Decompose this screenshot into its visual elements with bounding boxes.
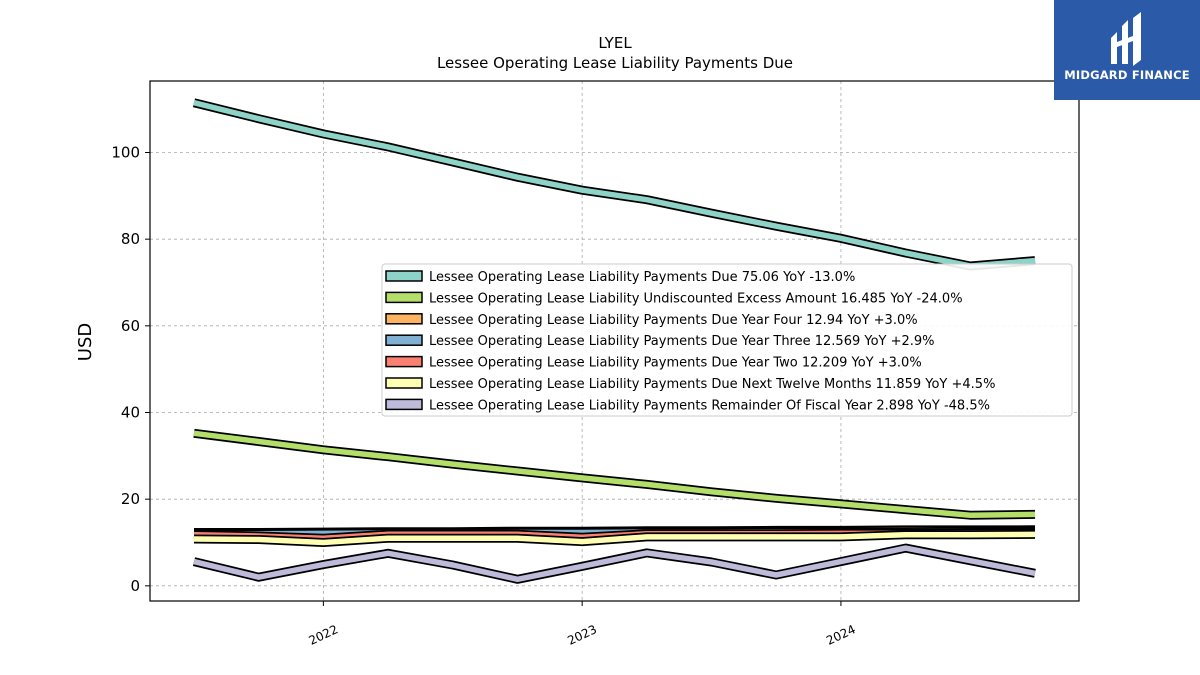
- legend-label: Lessee Operating Lease Liability Payment…: [429, 356, 922, 371]
- x-tick-label: 2022: [307, 622, 341, 648]
- legend: Lessee Operating Lease Liability Payment…: [381, 263, 1073, 417]
- series-line: [193, 100, 1036, 269]
- y-tick-label: 20: [121, 490, 140, 508]
- series-line: [193, 531, 1036, 546]
- legend-swatch: [385, 398, 423, 411]
- legend-swatch: [385, 291, 423, 304]
- legend-label: Lessee Operating Lease Liability Payment…: [429, 377, 995, 392]
- legend-box: [381, 263, 1073, 417]
- x-tick-label: 2023: [565, 622, 599, 648]
- legend-swatch: [385, 313, 423, 325]
- y-tick-label: 100: [111, 144, 140, 162]
- series-lines: [192, 98, 1036, 584]
- legend-swatch: [385, 377, 423, 389]
- x-tick-label: 2024: [824, 622, 858, 648]
- company-logo: MIDGARD FINANCE: [1054, 0, 1200, 100]
- y-tick-label: 40: [121, 404, 140, 422]
- legend-label: Lessee Operating Lease Liability Payment…: [429, 313, 918, 328]
- chart-subtitle: Lessee Operating Lease Liability Payment…: [437, 54, 793, 72]
- legend-label: Lessee Operating Lease Liability Payment…: [429, 334, 935, 349]
- y-tick-label: 60: [121, 317, 140, 335]
- legend-label: Lessee Operating Lease Liability Undisco…: [429, 291, 963, 306]
- series-line-outline: [192, 98, 1036, 271]
- y-tick-label: 0: [130, 577, 140, 595]
- legend-label: Lessee Operating Lease Liability Payment…: [429, 270, 855, 285]
- y-tick-label: 80: [121, 230, 140, 248]
- series-line-outline: [193, 428, 1036, 520]
- series-line: [193, 430, 1036, 518]
- y-axis-label: USD: [75, 323, 96, 361]
- chart-title: LYEL: [598, 34, 632, 52]
- legend-swatch: [385, 334, 423, 346]
- logo-mark-icon: [1111, 12, 1141, 66]
- logo-text: MIDGARD FINANCE: [1064, 68, 1190, 82]
- legend-swatch: [385, 355, 423, 368]
- plot-frame: [149, 80, 1080, 602]
- legend-swatch: [385, 270, 423, 282]
- legend-label: Lessee Operating Lease Liability Payment…: [429, 398, 990, 413]
- series-line: [193, 545, 1036, 583]
